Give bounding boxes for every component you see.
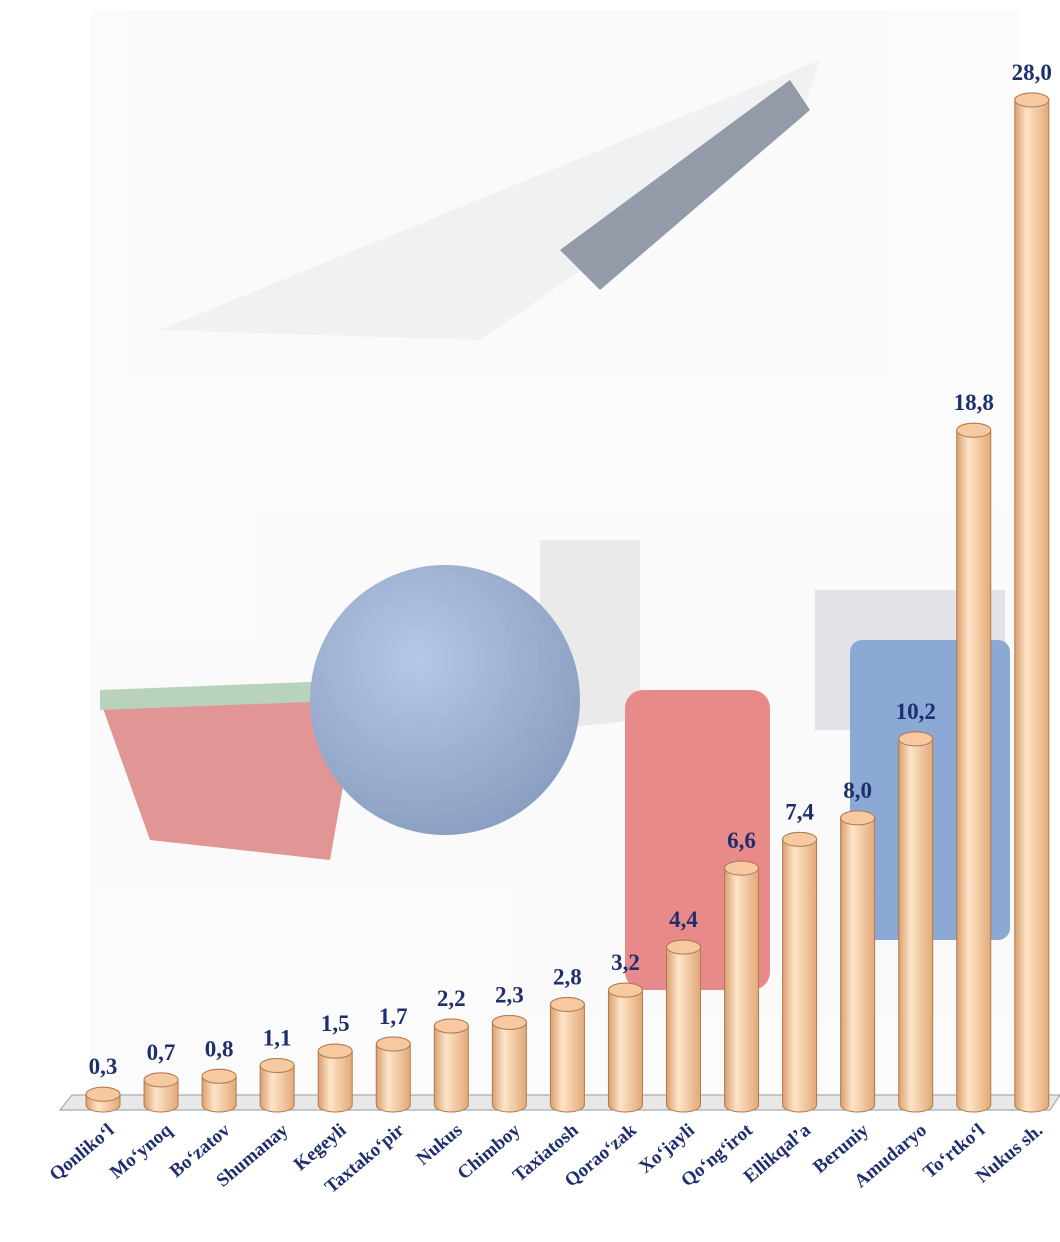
- bar-cap: [667, 940, 701, 954]
- bar-cap: [608, 983, 642, 997]
- x-tick-label: Qonliko‘l: [46, 1120, 119, 1186]
- bar-cap: [783, 832, 817, 846]
- bar-cap: [376, 1037, 410, 1051]
- value-label: 0,3: [89, 1054, 118, 1079]
- bar: [608, 983, 642, 1112]
- bar: [783, 832, 817, 1112]
- bar: [957, 423, 991, 1112]
- bar-cap: [899, 732, 933, 746]
- chart: 0,3Qonliko‘l0,7Mo‘ynoq0,8Bo‘zatov1,1Shum…: [0, 0, 1060, 1242]
- bar: [667, 940, 701, 1112]
- bar-cap: [957, 423, 991, 437]
- value-label: 6,6: [727, 828, 756, 853]
- bar-cap: [1015, 93, 1049, 107]
- bar-cap: [86, 1087, 120, 1101]
- bar-cap: [318, 1044, 352, 1058]
- value-label: 28,0: [1012, 60, 1052, 85]
- value-label: 1,7: [379, 1004, 408, 1029]
- bar-cap: [492, 1015, 526, 1029]
- background-illustration: [90, 10, 1020, 1100]
- bar-cap: [434, 1019, 468, 1033]
- bar: [725, 861, 759, 1112]
- bar-cap: [144, 1073, 178, 1087]
- bar: [1015, 93, 1049, 1112]
- value-label: 1,1: [263, 1026, 292, 1051]
- bar-cap: [725, 861, 759, 875]
- value-label: 2,3: [495, 982, 524, 1007]
- x-tick-label: Mo‘ynoq: [106, 1119, 176, 1183]
- value-label: 4,4: [669, 907, 698, 932]
- value-label: 2,2: [437, 986, 466, 1011]
- value-label: 1,5: [321, 1011, 350, 1036]
- bar: [550, 998, 584, 1113]
- bar-cap: [550, 998, 584, 1012]
- value-label: 0,8: [205, 1036, 234, 1061]
- value-label: 3,2: [611, 950, 640, 975]
- value-label: 18,8: [954, 390, 994, 415]
- value-label: 8,0: [843, 778, 872, 803]
- bar: [841, 811, 875, 1112]
- value-label: 2,8: [553, 965, 582, 990]
- bar: [899, 732, 933, 1112]
- bar-cap: [841, 811, 875, 825]
- bar-cap: [202, 1069, 236, 1083]
- x-tick-label: Nukus: [413, 1120, 467, 1170]
- value-label: 7,4: [785, 799, 814, 824]
- value-label: 10,2: [896, 699, 936, 724]
- bar-cap: [260, 1059, 294, 1073]
- value-label: 0,7: [147, 1040, 176, 1065]
